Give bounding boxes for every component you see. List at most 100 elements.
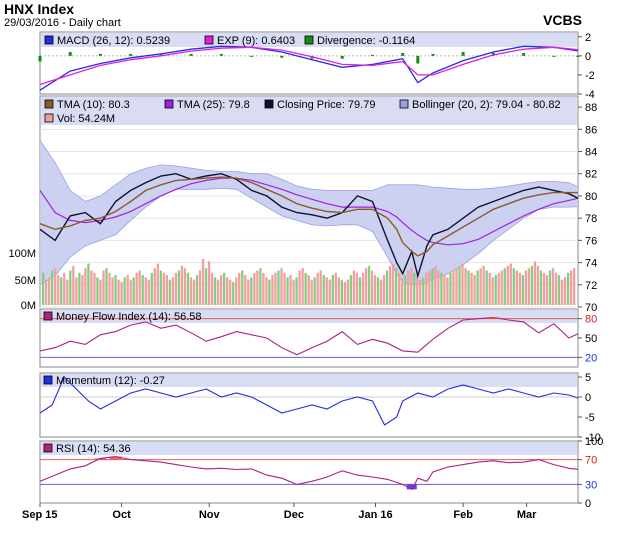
volume-bar [96, 277, 99, 305]
volume-bar [431, 268, 434, 305]
volume-bar [265, 277, 268, 305]
y-tick-label: 84 [585, 147, 597, 159]
volume-bar [503, 268, 506, 305]
y-tick-label: 76 [585, 235, 597, 247]
volume-bar [569, 270, 573, 305]
volume-bar [60, 277, 63, 305]
volume-bar [66, 279, 69, 305]
volume-bar [557, 275, 561, 305]
volume-tick-label: 50M [15, 275, 36, 287]
volume-bar [213, 277, 217, 305]
volume-bar [129, 279, 132, 305]
volume-bar [81, 275, 84, 305]
volume-bar [358, 277, 362, 305]
volume-bar [443, 275, 446, 305]
volume-bar [286, 277, 289, 305]
volume-bar [533, 261, 537, 305]
legend-label: RSI (14): 54.36 [56, 443, 131, 455]
y-tick-label: -10 [585, 432, 601, 444]
volume-bar [373, 275, 377, 305]
volume-bar [253, 272, 256, 305]
y-tick-label: 50 [585, 333, 597, 345]
divergence-bar [129, 53, 133, 56]
y-tick-label: 0 [585, 392, 591, 404]
volume-bar [385, 270, 389, 305]
x-tick-label: Oct [112, 509, 131, 521]
volume-bar [241, 270, 244, 305]
volume-bar [479, 268, 482, 305]
volume-bar [500, 270, 503, 305]
legend-band [41, 310, 577, 323]
legend-label: Closing Price: 79.79 [277, 99, 375, 111]
volume-bar [72, 265, 75, 305]
volume-bar [485, 270, 488, 305]
volume-bar [518, 272, 521, 305]
volume-bar [75, 277, 78, 305]
volume-bar [141, 275, 144, 305]
y-tick-label: 78 [585, 213, 597, 225]
volume-bar [51, 270, 54, 305]
volume-bar [488, 272, 491, 305]
volume-bar [361, 272, 365, 305]
volume-bar [54, 268, 57, 305]
volume-bar [207, 261, 211, 305]
volume-bar [458, 265, 461, 305]
brand-label: VCBS [543, 12, 582, 28]
volume-bar [307, 275, 310, 305]
x-tick-label: Nov [199, 509, 221, 521]
volume-bar [262, 272, 265, 305]
volume-bar [135, 272, 138, 305]
volume-bar [473, 275, 476, 305]
volume-bar [467, 270, 470, 305]
volume-bar [192, 279, 196, 305]
volume-bar [274, 272, 277, 305]
volume-bar [512, 268, 515, 305]
volume-bar [563, 277, 567, 305]
volume-bar [491, 277, 494, 305]
x-tick-label: Mar [517, 509, 537, 521]
volume-bar [349, 275, 353, 305]
x-tick-label: Jan 16 [358, 509, 392, 521]
legend-swatch [44, 99, 54, 109]
divergence-bar [68, 52, 72, 56]
volume-bar [352, 270, 356, 305]
volume-bar [99, 279, 102, 305]
volume-bar [398, 272, 401, 305]
volume-bar [174, 272, 178, 305]
legend-swatch [264, 99, 274, 109]
volume-bar [464, 268, 467, 305]
volume-bar [42, 272, 45, 305]
volume-bar [494, 275, 497, 305]
legend-swatch [399, 99, 409, 109]
legend-swatch [44, 113, 54, 123]
volume-bar [388, 265, 392, 305]
volume-bar [63, 272, 66, 305]
divergence-bar [38, 55, 42, 62]
y-tick-label: 0 [585, 51, 591, 63]
volume-bar [283, 272, 286, 305]
volume-tick-label: 0M [21, 300, 36, 312]
volume-bar [216, 279, 220, 305]
y-tick-label: 82 [585, 169, 597, 181]
chart-subtitle: 29/03/2016 - Daily chart [4, 17, 121, 29]
volume-bar [434, 265, 437, 305]
volume-bar [313, 277, 316, 305]
y-tick-label: 5 [585, 372, 591, 384]
y-tick-label: 80 [585, 191, 597, 203]
volume-bar [69, 270, 72, 305]
legend-label: Money Flow Index (14): 56.58 [56, 311, 202, 323]
legend-label: MACD (26, 12): 0.5239 [57, 35, 170, 47]
divergence-bar [219, 53, 223, 56]
volume-bar [394, 268, 398, 305]
x-tick-label: Feb [453, 509, 473, 521]
volume-bar [310, 279, 313, 305]
legend-swatch [43, 311, 53, 321]
rsi-line [39, 455, 579, 491]
volume-bar [45, 279, 48, 305]
y-tick-label: -2 [585, 70, 595, 82]
legend-label: Vol: 54.24M [57, 113, 115, 125]
volume-bar [78, 272, 81, 305]
legend-label: EXP (9): 0.6403 [217, 35, 295, 47]
volume-bar [250, 277, 253, 305]
volume-bar [379, 279, 383, 305]
